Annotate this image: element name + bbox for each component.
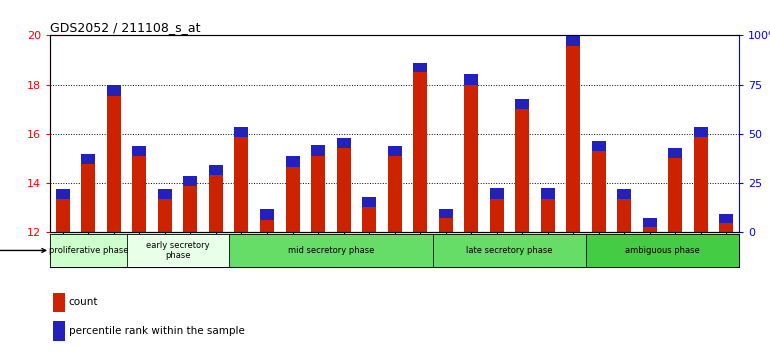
Bar xyxy=(439,218,453,232)
Bar xyxy=(618,199,631,232)
Text: late secretory phase: late secretory phase xyxy=(466,246,553,255)
Bar xyxy=(618,189,631,199)
Bar xyxy=(82,154,95,164)
Text: mid secretory phase: mid secretory phase xyxy=(288,246,374,255)
Bar xyxy=(336,148,350,232)
Bar xyxy=(719,214,734,223)
Bar xyxy=(586,234,739,267)
Bar xyxy=(566,36,581,46)
Bar xyxy=(311,156,325,232)
Text: other: other xyxy=(0,245,45,256)
Text: ambiguous phase: ambiguous phase xyxy=(625,246,700,255)
Bar xyxy=(234,137,249,232)
Bar xyxy=(107,85,121,96)
Bar xyxy=(387,147,402,156)
Bar xyxy=(158,189,172,199)
Bar xyxy=(132,146,146,156)
Bar xyxy=(694,127,708,137)
Bar xyxy=(311,145,325,156)
Bar xyxy=(82,164,95,232)
Bar xyxy=(592,151,606,232)
Bar xyxy=(362,207,376,232)
Bar xyxy=(336,138,350,148)
Bar xyxy=(541,199,555,232)
Bar xyxy=(158,199,172,232)
Bar xyxy=(183,176,197,187)
Bar xyxy=(413,63,427,72)
Bar xyxy=(439,209,453,218)
Bar xyxy=(55,199,70,232)
Bar xyxy=(260,219,274,232)
Bar xyxy=(53,321,65,341)
Bar xyxy=(286,156,300,167)
Bar xyxy=(209,165,223,175)
Bar xyxy=(515,109,529,232)
Bar xyxy=(286,167,300,232)
Text: proliferative phase: proliferative phase xyxy=(49,246,128,255)
Bar xyxy=(515,99,529,109)
Bar xyxy=(464,74,478,85)
Bar xyxy=(668,148,682,158)
Bar xyxy=(229,234,433,267)
Text: percentile rank within the sample: percentile rank within the sample xyxy=(69,326,245,336)
Text: GDS2052 / 211108_s_at: GDS2052 / 211108_s_at xyxy=(50,21,200,34)
Bar xyxy=(413,72,427,232)
Bar xyxy=(643,227,657,232)
Bar xyxy=(50,234,126,267)
Bar xyxy=(566,46,581,232)
Bar xyxy=(387,156,402,232)
Bar xyxy=(132,156,146,232)
Bar xyxy=(183,187,197,232)
Bar xyxy=(668,158,682,232)
Bar xyxy=(541,188,555,199)
Bar xyxy=(209,175,223,232)
Bar xyxy=(362,197,376,207)
Bar xyxy=(107,96,121,232)
Bar xyxy=(694,137,708,232)
Bar xyxy=(260,209,274,219)
Bar xyxy=(643,218,657,227)
Bar xyxy=(55,189,70,199)
Bar xyxy=(490,199,504,232)
Bar xyxy=(464,85,478,232)
Bar xyxy=(719,223,734,232)
Bar xyxy=(126,234,229,267)
Bar xyxy=(53,293,65,312)
Bar xyxy=(433,234,586,267)
Bar xyxy=(490,188,504,199)
Text: count: count xyxy=(69,297,98,307)
Text: early secretory
phase: early secretory phase xyxy=(146,241,209,260)
Bar xyxy=(592,141,606,151)
Bar xyxy=(234,127,249,137)
